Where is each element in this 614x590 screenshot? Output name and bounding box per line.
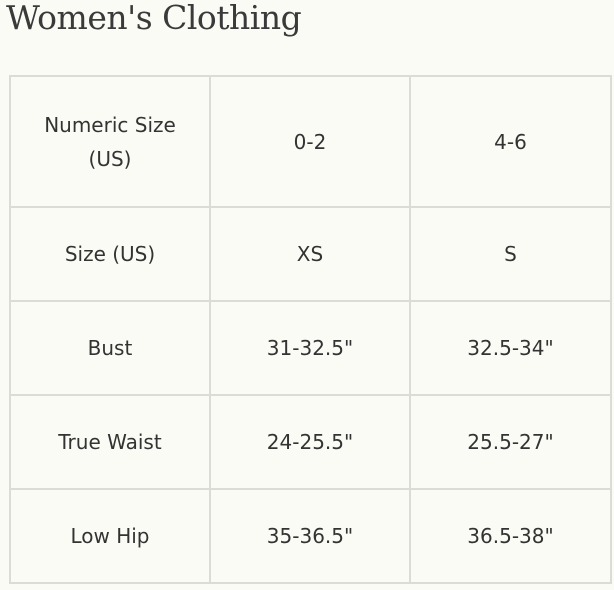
table-cell: 24-25.5" — [209, 394, 411, 490]
row-header: True Waist — [9, 394, 211, 490]
table-cell: 32.5-34" — [409, 300, 612, 396]
table-cell: XS — [209, 206, 411, 302]
table-cell: 36.5-38" — [409, 488, 612, 584]
table-body: Numeric Size (US) 0-2 4-6 Size (US) XS S Bust 3… — [9, 75, 612, 584]
table-cell: 35-36.5" — [209, 488, 411, 584]
table-cell: 4-6 — [409, 75, 612, 208]
table-row: Size (US) XS S — [9, 206, 612, 302]
row-header: Size (US) — [9, 206, 211, 302]
row-header: Numeric Size (US) — [9, 75, 211, 208]
size-table: Numeric Size (US) 0-2 4-6 Size (US) XS S Bust 3… — [9, 75, 612, 584]
row-header: Bust — [9, 300, 211, 396]
table-cell: 25.5-27" — [409, 394, 612, 490]
table-row: Bust 31-32.5" 32.5-34" — [9, 300, 612, 396]
table-row: Low Hip 35-36.5" 36.5-38" — [9, 488, 612, 584]
table-cell: 31-32.5" — [209, 300, 411, 396]
table-cell: 0-2 — [209, 75, 411, 208]
row-header: Low Hip — [9, 488, 211, 584]
table-row: Numeric Size (US) 0-2 4-6 — [9, 75, 612, 208]
page-title: Women's Clothing — [6, 0, 302, 37]
table-cell: S — [409, 206, 612, 302]
table-row: True Waist 24-25.5" 25.5-27" — [9, 394, 612, 490]
